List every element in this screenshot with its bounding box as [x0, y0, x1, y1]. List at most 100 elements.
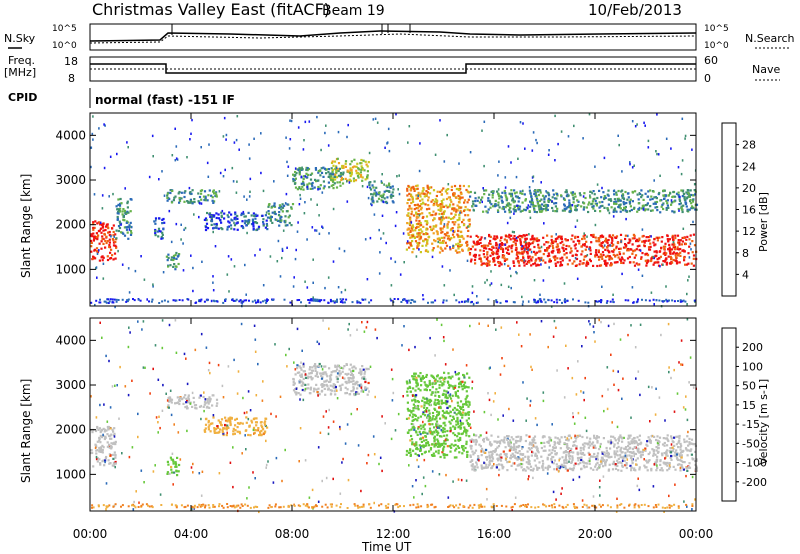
velocity-echo-cell [359, 368, 362, 371]
power-noise-cell [301, 166, 303, 169]
power-noise-cell [191, 118, 193, 122]
power-near-range-cell [243, 299, 246, 302]
velocity-echo-cell [572, 444, 575, 447]
power-echo-cell [624, 237, 627, 241]
velocity-echo-cell [505, 455, 508, 458]
velocity-echo-cell [586, 436, 589, 439]
power-echo-cell [683, 195, 686, 199]
power-echo-cell [440, 241, 443, 244]
velocity-echo-cell [187, 398, 190, 401]
power-echo-cell [613, 198, 616, 201]
velocity-echo-cell [299, 393, 302, 396]
power-noise-cell [318, 214, 320, 217]
power-near-range-cell [558, 299, 561, 301]
velocity-echo-cell [431, 423, 434, 426]
velocity-echo-cell [299, 374, 302, 377]
power-near-range-cell [637, 298, 639, 301]
power-echo-cell [257, 225, 261, 228]
velocity-echo-cell [633, 442, 636, 445]
power-echo-cell [202, 195, 206, 198]
velocity-echo-cell [454, 426, 457, 429]
power-echo-cell [518, 234, 521, 237]
power-echo-cell [615, 200, 618, 203]
power-echo-cell [469, 195, 472, 198]
velocity-echo-cell [258, 434, 261, 437]
velocity-echo-cell [111, 428, 114, 431]
power-echo-cell [603, 195, 606, 198]
velocity-echo-cell [550, 451, 553, 454]
velocity-echo-cell [437, 402, 440, 405]
power-noise-cell [540, 258, 542, 262]
power-echo-cell [492, 237, 495, 240]
power-noise-cell [183, 228, 185, 231]
power-echo-cell [572, 201, 575, 204]
power-echo-cell [493, 235, 496, 238]
power-echo-cell [547, 252, 550, 255]
velocity-echo-cell [445, 437, 448, 440]
velocity-echo-cell [520, 466, 523, 469]
power-echo-cell [534, 259, 537, 262]
power-noise-cell [434, 153, 437, 156]
power-echo-cell [593, 193, 596, 196]
power-echo-cell [364, 178, 367, 181]
power-echo-cell [440, 189, 443, 192]
power-echo-cell [267, 212, 271, 215]
velocity-echo-cell [415, 385, 418, 388]
velocity-echo-cell [429, 448, 432, 451]
velocity-echo-cell [110, 433, 113, 436]
power-near-range-cell [644, 299, 647, 302]
power-echo-cell [488, 264, 491, 267]
velocity-echo-cell [666, 449, 669, 452]
velocity-echo-cell [410, 428, 413, 431]
power-noise-cell [223, 116, 226, 120]
power-echo-cell [549, 259, 552, 263]
velocity-echo-cell [436, 423, 439, 426]
power-noise-cell [386, 141, 389, 144]
power-noise-cell [227, 255, 230, 258]
power-echo-cell [501, 248, 505, 251]
power-echo-cell [270, 215, 273, 219]
power-echo-cell [474, 200, 477, 203]
power-echo-cell [427, 199, 430, 202]
power-noise-cell [120, 223, 122, 226]
power-echo-cell [328, 173, 331, 176]
velocity-echo-cell [248, 424, 251, 427]
velocity-echo-cell [299, 379, 302, 382]
power-echo-cell [457, 223, 460, 226]
power-echo-cell [455, 196, 458, 199]
power-echo-cell [198, 195, 202, 199]
velocity-echo-cell [226, 420, 229, 423]
power-near-range-cell [151, 298, 154, 301]
power-near-range-cell [133, 299, 136, 302]
power-echo-cell [411, 229, 414, 232]
power-noise-cell [573, 124, 575, 128]
power-echo-cell [233, 224, 237, 227]
power-echo-cell [234, 211, 237, 214]
velocity-echo-cell [676, 463, 680, 466]
power-echo-cell [483, 246, 486, 249]
power-echo-cell [327, 175, 330, 178]
power-echo-cell [203, 190, 207, 193]
velocity-echo-cell [445, 410, 448, 413]
power-echo-cell [482, 249, 485, 252]
power-near-range-cell [600, 301, 602, 304]
power-echo-cell [298, 167, 301, 171]
power-noise-cell [476, 295, 478, 298]
velocity-echo-cell [558, 457, 561, 460]
velocity-echo-cell [564, 455, 567, 459]
power-echo-cell [506, 251, 509, 254]
power-echo-cell [339, 184, 342, 187]
power-noise-cell [631, 120, 634, 123]
power-near-range-cell [469, 301, 472, 304]
power-echo-cell [540, 256, 543, 259]
power-echo-cell [262, 223, 265, 226]
power-noise-cell [128, 226, 131, 229]
power-noise-cell [647, 146, 650, 149]
power-noise-cell [201, 260, 203, 263]
velocity-echo-cell [683, 440, 686, 444]
velocity-echo-cell [656, 435, 659, 438]
power-echo-cell [583, 202, 586, 205]
power-echo-cell [417, 216, 420, 219]
velocity-echo-cell [356, 387, 359, 390]
power-echo-cell [582, 243, 585, 246]
